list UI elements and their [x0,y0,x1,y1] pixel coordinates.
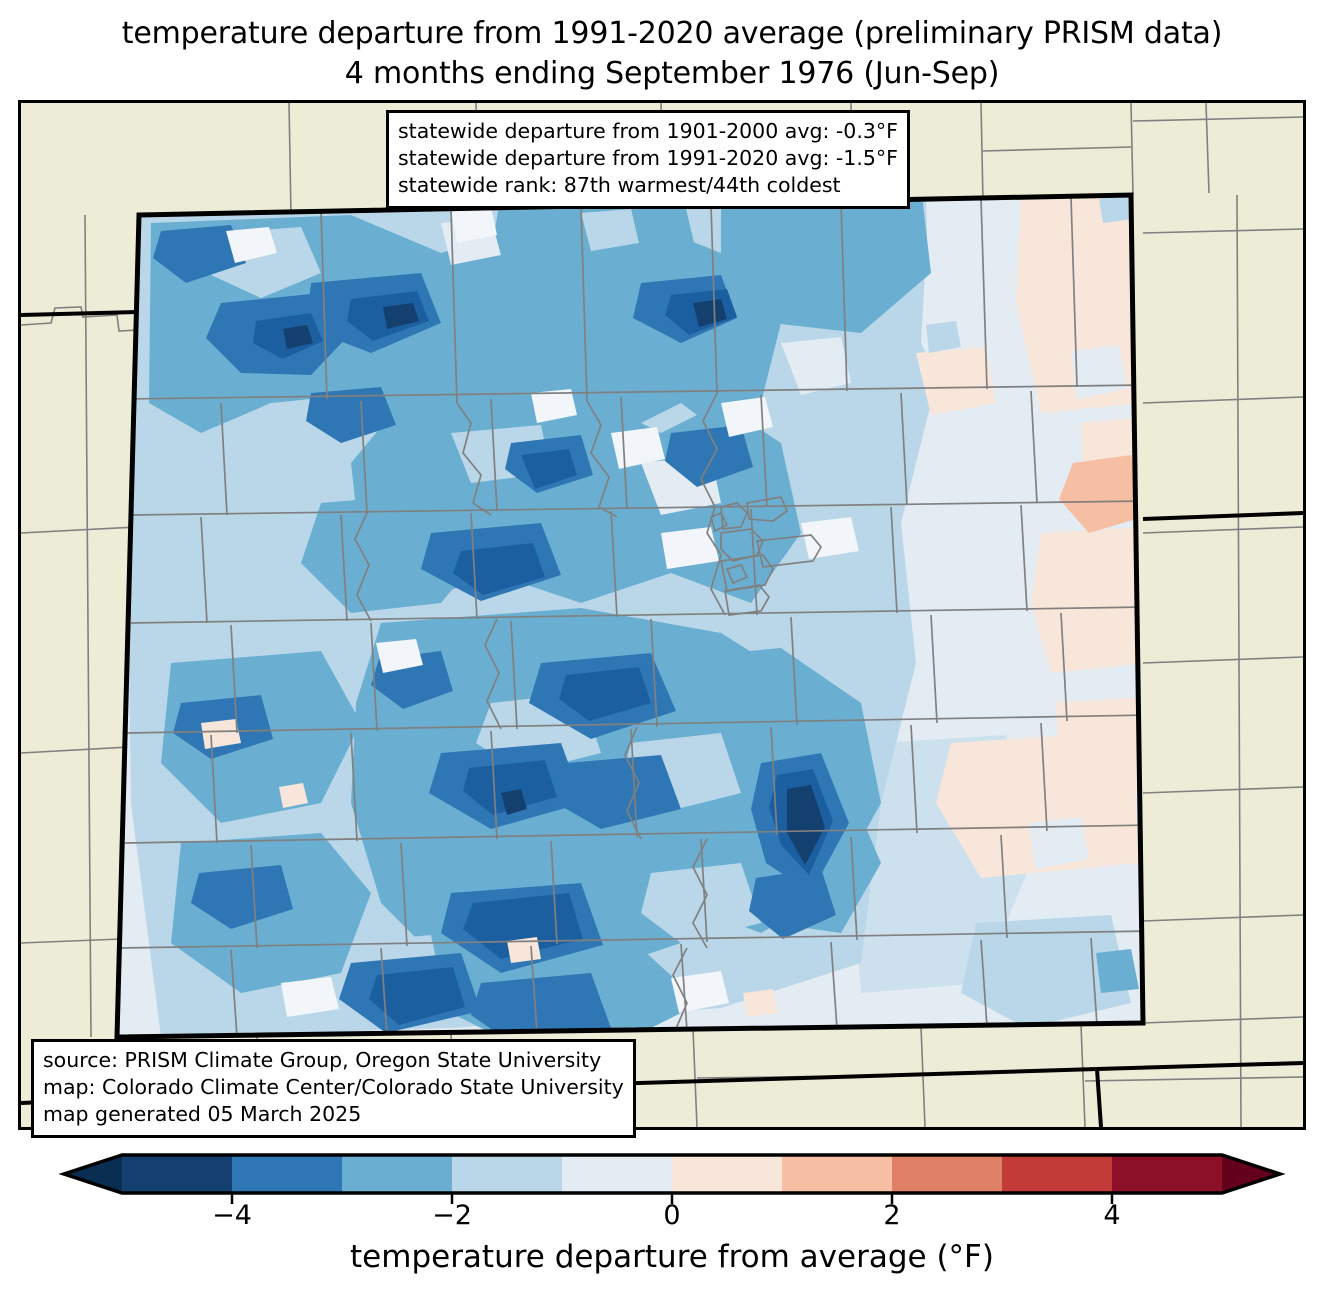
colorado-temperature-departure-map [21,103,1303,1127]
page-title: temperature departure from 1991-2020 ave… [0,14,1344,94]
colorbar-segment [232,1155,343,1193]
source-line-2: map: Colorado Climate Center/Colorado St… [43,1075,624,1099]
colorbar-segment [892,1155,1003,1193]
colorbar-segment [452,1155,563,1193]
title-line-1: temperature departure from 1991-2020 ave… [121,16,1223,51]
colorbar-segment [1002,1155,1113,1193]
colorbar-tick-label: 0 [663,1200,681,1231]
source-line-1: source: PRISM Climate Group, Oregon Stat… [43,1048,602,1072]
colorbar-segment [122,1155,233,1193]
stats-line-3: statewide rank: 87th warmest/44th coldes… [398,173,841,197]
colorbar-swatches [58,1153,1286,1204]
colorbar-under-arrow [64,1155,122,1193]
stats-line-2: statewide departure from 1991-2020 avg: … [398,146,898,170]
source-attribution-box: source: PRISM Climate Group, Oregon Stat… [31,1039,636,1138]
temperature-departure-field [117,195,1143,1037]
statewide-stats-box: statewide departure from 1901-2000 avg: … [386,110,910,209]
colorbar: −4 −2 0 2 4 temperature departure from avera… [0,1145,1344,1299]
colorbar-segment [782,1155,893,1193]
colorbar-over-arrow [1222,1155,1280,1193]
colorbar-segment [342,1155,453,1193]
colorbar-tick-label: −2 [432,1200,472,1231]
map-panel [18,100,1306,1130]
colorbar-segment [1112,1155,1223,1193]
colorbar-segment [672,1155,783,1193]
stats-line-1: statewide departure from 1901-2000 avg: … [398,119,898,143]
colorbar-segment [562,1155,673,1193]
colorbar-title: temperature departure from average (°F) [350,1239,994,1275]
title-line-2: 4 months ending September 1976 (Jun-Sep) [344,56,1000,91]
colorbar-tick-label: 2 [883,1200,901,1231]
source-line-3: map generated 05 March 2025 [43,1102,362,1126]
colorado-county-lines [120,196,1143,1037]
colorbar-tick-label: −4 [212,1200,252,1231]
colorbar-tick-label: 4 [1103,1200,1121,1231]
